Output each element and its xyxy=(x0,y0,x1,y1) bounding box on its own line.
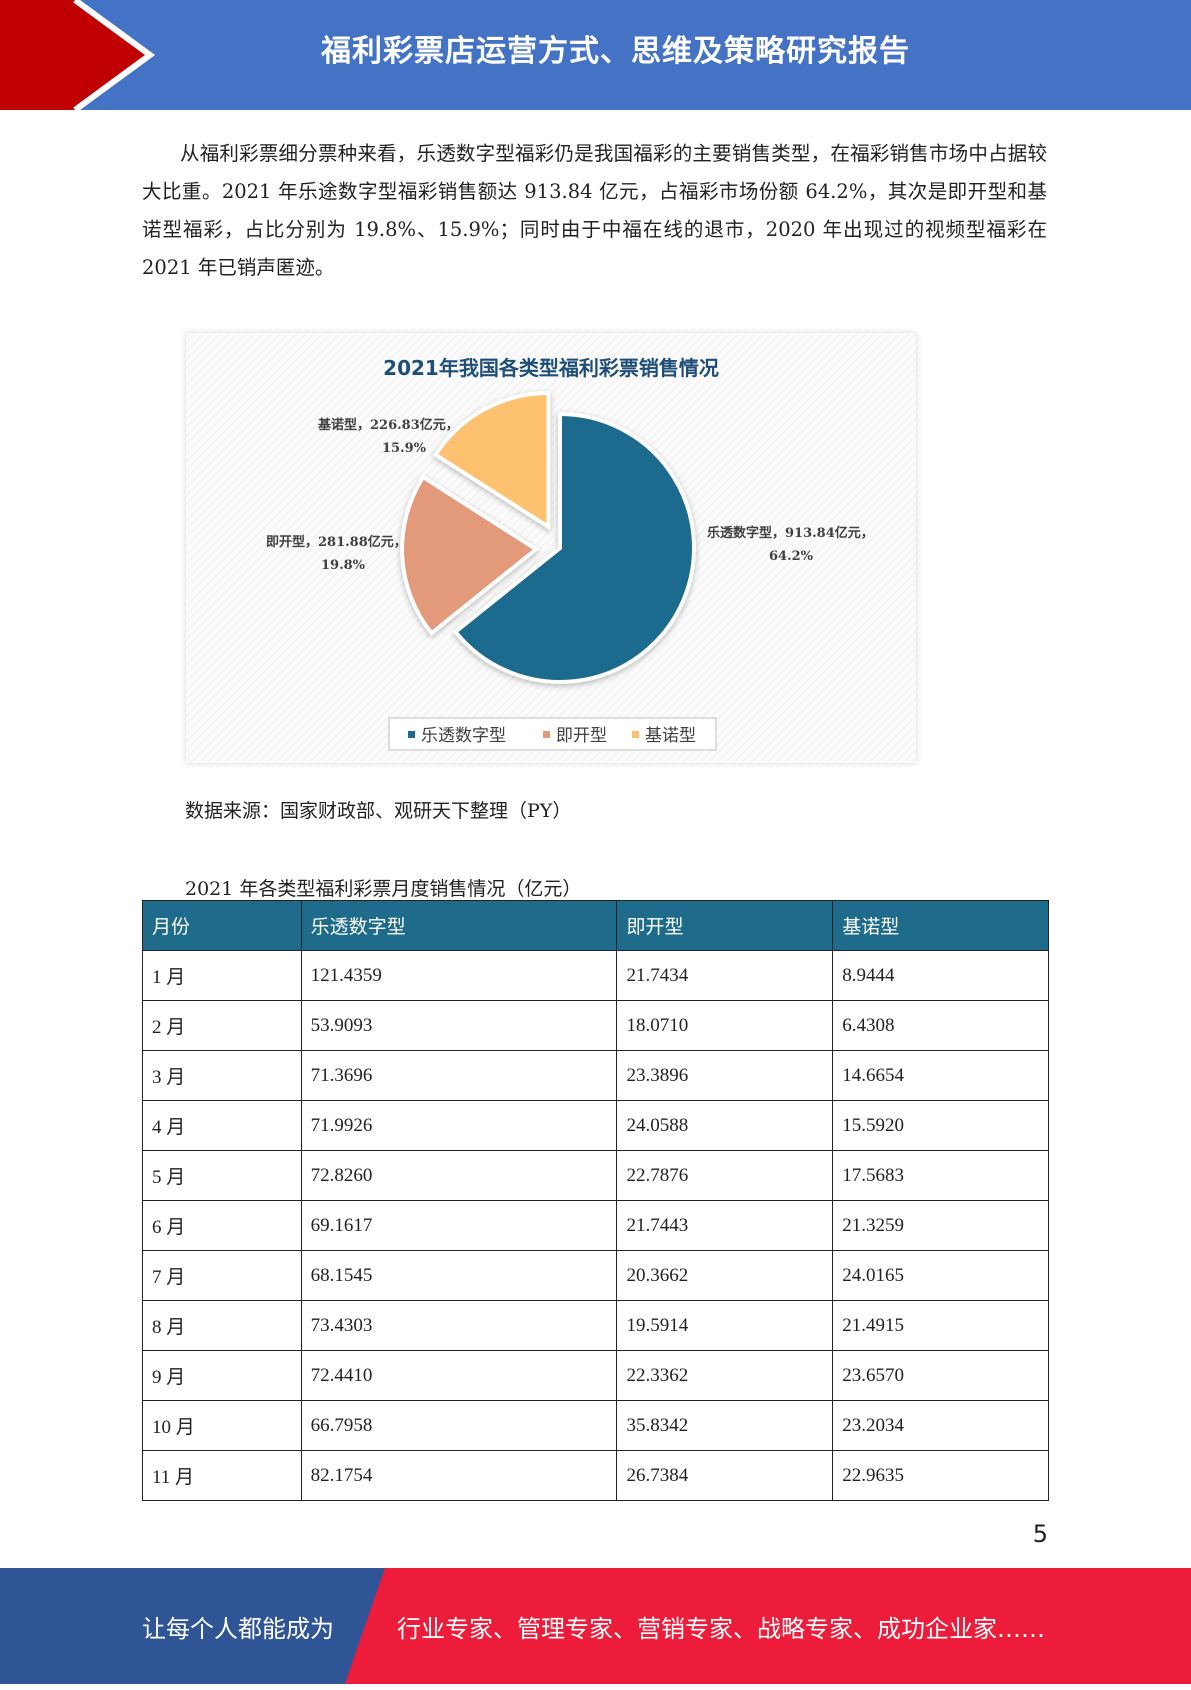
pie-slice-lotto xyxy=(452,411,696,684)
legend-swatch xyxy=(543,731,550,738)
body-paragraph: 从福利彩票细分票种来看，乐透数字型福彩仍是我国福彩的主要销售类型，在福彩销售市场… xyxy=(142,142,1047,279)
header-arrow-decoration xyxy=(0,0,156,110)
cell-instant: 26.7384 xyxy=(616,1450,834,1501)
cell-keno: 21.4915 xyxy=(832,1300,1049,1351)
cell-month: 5 月 xyxy=(142,1150,302,1201)
cell-month: 7 月 xyxy=(142,1250,302,1301)
cell-keno: 22.9635 xyxy=(832,1450,1049,1501)
page-footer: 让每个人都能成为 行业专家、管理专家、营销专家、战略专家、成功企业家…… xyxy=(0,1568,1191,1684)
table-row: 4 月 71.9926 24.0588 15.5920 xyxy=(142,1100,1049,1151)
cell-month: 2 月 xyxy=(142,1000,302,1051)
data-label-name: 基诺型，226.83亿元， xyxy=(317,417,459,433)
table-row: 10 月 66.7958 35.8342 23.2034 xyxy=(142,1400,1049,1451)
table-row: 11 月 82.1754 26.7384 22.9635 xyxy=(142,1450,1049,1501)
cell-lotto: 66.7958 xyxy=(300,1400,618,1451)
page-header: 福利彩票店运营方式、思维及策略研究报告 xyxy=(0,0,1191,110)
table-row: 6 月 69.1617 21.7443 21.3259 xyxy=(142,1200,1049,1251)
header-instant: 即开型 xyxy=(616,900,834,951)
cell-keno: 23.6570 xyxy=(832,1350,1049,1401)
data-label-percent: 64.2% xyxy=(769,549,814,564)
cell-month: 1 月 xyxy=(142,950,302,1001)
cell-keno: 17.5683 xyxy=(832,1150,1049,1201)
cell-instant: 19.5914 xyxy=(616,1300,834,1351)
footer-background xyxy=(0,1568,1191,1684)
legend-swatch xyxy=(632,731,639,738)
cell-keno: 23.2034 xyxy=(832,1400,1049,1451)
page-number: 5 xyxy=(1032,1520,1048,1548)
legend-label: 基诺型 xyxy=(645,726,696,746)
chart-legend: 乐透数字型 即开型 基诺型 xyxy=(388,717,717,751)
cell-instant: 35.8342 xyxy=(616,1400,834,1451)
cell-instant: 22.7876 xyxy=(616,1150,834,1201)
cell-keno: 24.0165 xyxy=(832,1250,1049,1301)
header-lotto: 乐透数字型 xyxy=(300,900,618,951)
table-row: 1 月 121.4359 21.7434 8.9444 xyxy=(142,950,1049,1001)
legend-label: 乐透数字型 xyxy=(421,726,506,746)
data-label-name: 乐透数字型，913.84亿元， xyxy=(707,525,874,541)
cell-keno: 6.4308 xyxy=(832,1000,1049,1051)
cell-month: 8 月 xyxy=(142,1300,302,1351)
cell-month: 3 月 xyxy=(142,1050,302,1101)
cell-month: 4 月 xyxy=(142,1100,302,1151)
footer-slogan-left: 让每个人都能成为 xyxy=(142,1615,334,1643)
pie-slice-keno xyxy=(432,390,551,531)
report-title: 福利彩票店运营方式、思维及策略研究报告 xyxy=(321,34,910,69)
data-label-name: 即开型，281.88亿元， xyxy=(266,534,407,550)
cell-lotto: 82.1754 xyxy=(300,1450,618,1501)
cell-instant: 20.3662 xyxy=(616,1250,834,1301)
cell-instant: 23.3896 xyxy=(616,1050,834,1101)
cell-lotto: 72.8260 xyxy=(300,1150,618,1201)
cell-lotto: 53.9093 xyxy=(300,1000,618,1051)
cell-instant: 21.7443 xyxy=(616,1200,834,1251)
cell-month: 10 月 xyxy=(142,1400,302,1451)
cell-keno: 21.3259 xyxy=(832,1200,1049,1251)
footer-slogan-right: 行业专家、管理专家、营销专家、战略专家、成功企业家…… xyxy=(397,1615,1045,1643)
cell-lotto: 69.1617 xyxy=(300,1200,618,1251)
table-row: 7 月 68.1545 20.3662 24.0165 xyxy=(142,1250,1049,1301)
cell-keno: 14.6654 xyxy=(832,1050,1049,1101)
legend-frame xyxy=(388,717,717,751)
cell-lotto: 73.4303 xyxy=(300,1300,618,1351)
table-row: 9 月 72.4410 22.3362 23.6570 xyxy=(142,1350,1049,1401)
pie-slice-instant xyxy=(400,474,540,636)
cell-lotto: 71.9926 xyxy=(300,1100,618,1151)
header-keno: 基诺型 xyxy=(832,900,1049,951)
table-row: 5 月 72.8260 22.7876 17.5683 xyxy=(142,1150,1049,1201)
legend-label: 即开型 xyxy=(556,726,607,746)
table-row: 2 月 53.9093 18.0710 6.4308 xyxy=(142,1000,1049,1051)
table-caption: 2021 年各类型福利彩票月度销售情况（亿元） xyxy=(185,878,582,900)
cell-lotto: 71.3696 xyxy=(300,1050,618,1101)
cell-month: 9 月 xyxy=(142,1350,302,1401)
cell-instant: 21.7434 xyxy=(616,950,834,1001)
cell-instant: 22.3362 xyxy=(616,1350,834,1401)
table-row: 8 月 73.4303 19.5914 21.4915 xyxy=(142,1300,1049,1351)
chart-title: 2021年我国各类型福利彩票销售情况 xyxy=(383,356,719,380)
cell-lotto: 121.4359 xyxy=(300,950,618,1001)
cell-month: 11 月 xyxy=(142,1450,302,1501)
cell-instant: 24.0588 xyxy=(616,1100,834,1151)
cell-month: 6 月 xyxy=(142,1200,302,1251)
cell-keno: 8.9444 xyxy=(832,950,1049,1001)
cell-keno: 15.5920 xyxy=(832,1100,1049,1151)
legend-swatch xyxy=(408,731,415,738)
table-row: 3 月 71.3696 23.3896 14.6654 xyxy=(142,1050,1049,1101)
monthly-sales-table: 月份 乐透数字型 即开型 基诺型 1 月 121.4359 21.7434 8.944… xyxy=(142,900,1049,1501)
data-source: 数据来源：国家财政部、观研天下整理（PY） xyxy=(185,800,572,822)
cell-lotto: 72.4410 xyxy=(300,1350,618,1401)
table-header-row: 月份 乐透数字型 即开型 基诺型 xyxy=(142,900,1049,951)
pie-chart: 2021年我国各类型福利彩票销售情况乐透数字型，913.84亿元， 64.2% 即开… xyxy=(186,333,916,763)
data-label-percent: 15.9% xyxy=(382,441,427,456)
data-label-percent: 19.8% xyxy=(321,558,366,573)
cell-lotto: 68.1545 xyxy=(300,1250,618,1301)
header-month: 月份 xyxy=(142,900,302,951)
cell-instant: 18.0710 xyxy=(616,1000,834,1051)
